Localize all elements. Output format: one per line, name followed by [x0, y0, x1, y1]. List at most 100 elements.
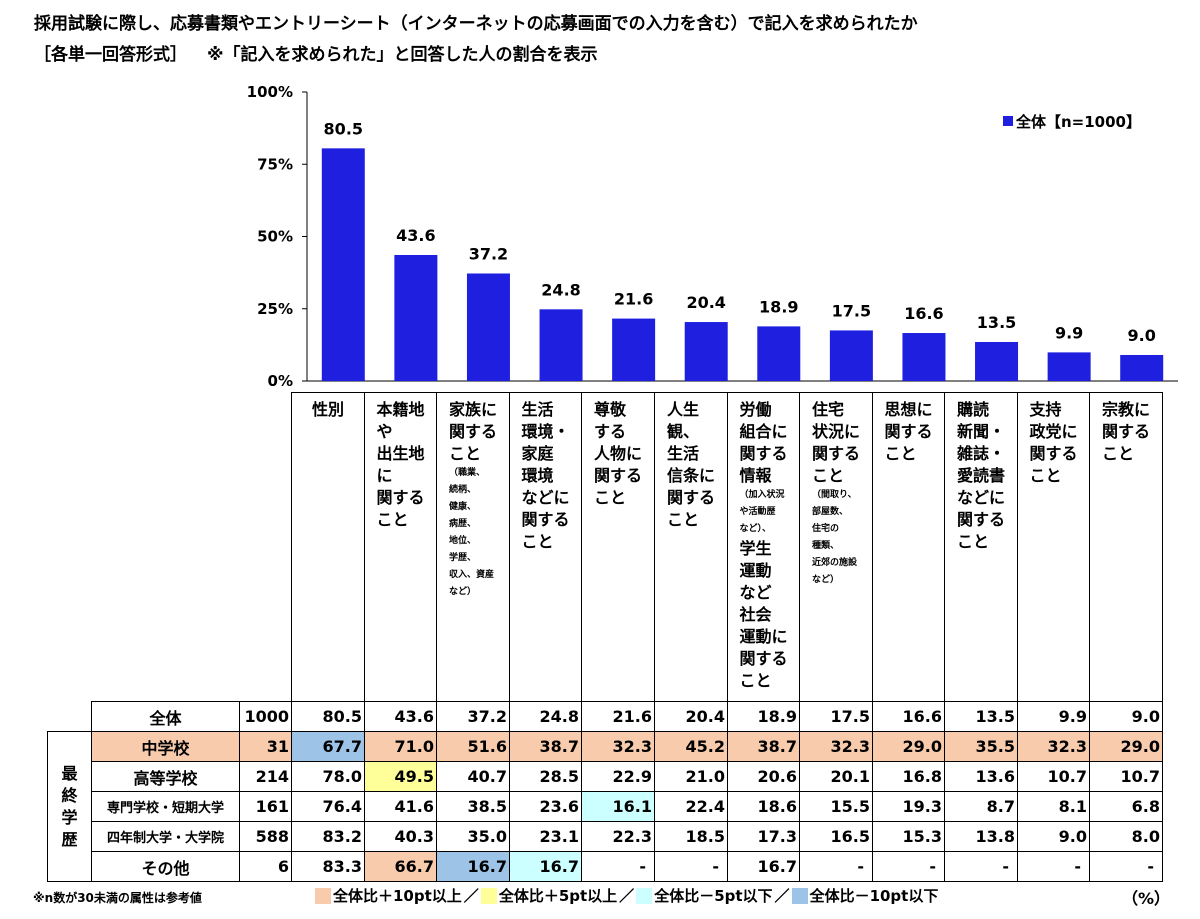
- category-label-line: 支持: [1029, 400, 1062, 419]
- category-label-line: こと: [376, 510, 409, 529]
- table-cell: 13.6: [944, 761, 1018, 792]
- table-cell: 38.7: [727, 731, 800, 762]
- category-label-line: こと: [1029, 466, 1062, 485]
- table-cell: 38.5: [436, 791, 510, 822]
- category-label-line: 本籍地: [376, 400, 425, 419]
- table-cell: 17.3: [727, 821, 800, 852]
- table-cell: 49.5: [364, 761, 437, 792]
- table-cell: 16.1: [581, 791, 655, 822]
- row-label: 全体: [91, 701, 240, 732]
- category-label-line: 関する: [521, 510, 570, 529]
- table-cell: 83.3: [291, 851, 365, 882]
- table-cell: -: [872, 851, 945, 882]
- table-row: その他 6 83.3 66.7 16.7 16.7- -16.7- - - - -: [48, 851, 1163, 882]
- bar-value-label: 17.5: [832, 301, 871, 320]
- table-cell: 18.5: [654, 821, 728, 852]
- table-cell: 35.0: [436, 821, 510, 852]
- table-cell: 76.4: [291, 791, 365, 822]
- category-label-line: 愛読書: [956, 466, 1005, 485]
- table-cell: 67.7: [291, 731, 365, 762]
- highlight-swatch: [480, 887, 497, 904]
- row-label: 専門学校・短期大学: [91, 791, 240, 822]
- table-cell: 28.5: [509, 761, 582, 792]
- table-cell: 16.7: [509, 851, 582, 882]
- category-header: 住宅 状況に 関する こと （間取り、 部屋数、 住宅の 種類、 近郊の施設 など）: [799, 392, 873, 702]
- table-cell: -: [581, 851, 655, 882]
- y-tick-label: 75%: [257, 155, 293, 173]
- row-n: 6: [239, 851, 292, 882]
- table-cell: 29.0: [1089, 731, 1163, 762]
- category-label-line: 環境・: [521, 422, 570, 441]
- table-cell: 83.2: [291, 821, 365, 852]
- table-cell: 16.6: [872, 701, 945, 732]
- category-label-line: 関する: [593, 466, 642, 485]
- category-label-line: など）、: [739, 524, 771, 534]
- category-label-line: 近郊の施設: [811, 558, 857, 568]
- value-labels: 80.5 43.6 37.2 24.8 21.6 20.4 18.9 17.5 16.6 13.5…: [324, 119, 1156, 345]
- table-row: 専門学校・短期大学 161 76.4 41.6 38.5 23.6 16.1 22.4 18.6…: [48, 791, 1163, 822]
- category-label-line: 病歴、: [448, 519, 476, 529]
- table-cell: 38.7: [509, 731, 582, 762]
- category-label-line: など）: [448, 587, 476, 597]
- highlight-label: 全体比＋5pt以上: [498, 887, 618, 905]
- category-label-line: する: [593, 422, 626, 441]
- category-label-line: 社会: [739, 605, 772, 624]
- highlight-swatch: [315, 887, 331, 904]
- table-cell: 9.0: [1089, 701, 1163, 732]
- category-header: 尊敬 する 人物に 関する こと: [581, 392, 655, 702]
- category-label-line: などに: [956, 488, 1005, 507]
- category-header: 宗教に 関する こと: [1089, 392, 1163, 702]
- bar-value-label: 9.0: [1128, 326, 1156, 345]
- table-cell: 8.7: [944, 791, 1018, 822]
- category-label-line: 健康、: [448, 502, 476, 512]
- table-cell: 32.3: [799, 731, 873, 762]
- table-cell: 78.0: [291, 761, 365, 792]
- table-row: 高等学校 214 78.0 49.5 40.7 28.5 22.9 21.0 20.6 20.1 1…: [48, 761, 1163, 792]
- row-label: 四年制大学・大学院: [91, 821, 240, 852]
- category-label-line: 人生: [666, 400, 699, 419]
- table-cell: 21.0: [654, 761, 728, 792]
- category-label-line: 宗教に: [1101, 400, 1150, 419]
- category-label-line: 地位、: [448, 536, 476, 546]
- category-label-line: 家庭: [521, 444, 554, 463]
- highlight-swatch: [636, 887, 653, 904]
- answer-note: ※「記入を求められた」と回答した人の割合を表示: [207, 45, 598, 65]
- row-n: 31: [239, 731, 292, 762]
- category-header: 人生 観、 生活 信条に 関する こと: [654, 392, 728, 702]
- bar-chart: 0% 25% 50% 75% 100% 80.5 43.6 37.2 24.8 21.6 20.4…: [247, 83, 1178, 390]
- category-label-line: こと: [884, 444, 917, 463]
- category-label-line: 運動に: [739, 627, 788, 646]
- table-cell: 40.3: [364, 821, 437, 852]
- category-label-line: 出生地: [376, 444, 425, 463]
- table-cell: -: [944, 851, 1018, 882]
- y-axis: 0% 25% 50% 75% 100%: [247, 83, 1178, 390]
- bar-value-label: 24.8: [541, 280, 580, 299]
- bar: [757, 326, 801, 381]
- table-cell: 22.9: [581, 761, 655, 792]
- blank-cell: [48, 393, 92, 702]
- category-label-line: 関する: [739, 444, 788, 463]
- table-row: 四年制大学・大学院 588 83.2 40.3 35.0 23.1 22.3 18.5 17.3…: [48, 821, 1163, 852]
- table-cell: 9.9: [1017, 701, 1090, 732]
- table-cell: 18.9: [727, 701, 800, 732]
- legend-separator: ／: [619, 887, 635, 905]
- answer-format: ［各単一回答形式］: [34, 45, 187, 65]
- category-label-line: 雑誌・: [956, 444, 1005, 463]
- row-label: 高等学校: [91, 761, 240, 792]
- blank-cell: [240, 393, 292, 702]
- category-label-line: 続柄、: [448, 485, 476, 495]
- highlight-legend: 全体比＋10pt以上／全体比＋5pt以上／全体比－5pt以下／全体比－10pt以…: [315, 885, 938, 906]
- group-label: 最終学歴: [47, 731, 92, 882]
- table-cell: 18.6: [727, 791, 800, 822]
- table-cell: 51.6: [436, 731, 510, 762]
- category-label-line: 収入、資産: [448, 570, 494, 580]
- category-label-line: 関する: [811, 444, 860, 463]
- table-cell: 13.5: [944, 701, 1018, 732]
- category-label-line: 政党に: [1029, 422, 1078, 441]
- category-label-line: 労働: [739, 400, 772, 419]
- bar: [539, 309, 583, 381]
- bar-value-label: 9.9: [1055, 323, 1083, 342]
- category-header: 家族に 関する こと （職業、 続柄、 健康、 病歴、 地位、 学歴、 収入、資産 など）: [436, 392, 510, 702]
- bar-value-label: 43.6: [396, 226, 435, 245]
- table-cell: 41.6: [364, 791, 437, 822]
